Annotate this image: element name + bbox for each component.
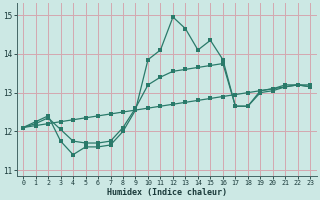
X-axis label: Humidex (Indice chaleur): Humidex (Indice chaleur) bbox=[107, 188, 227, 197]
